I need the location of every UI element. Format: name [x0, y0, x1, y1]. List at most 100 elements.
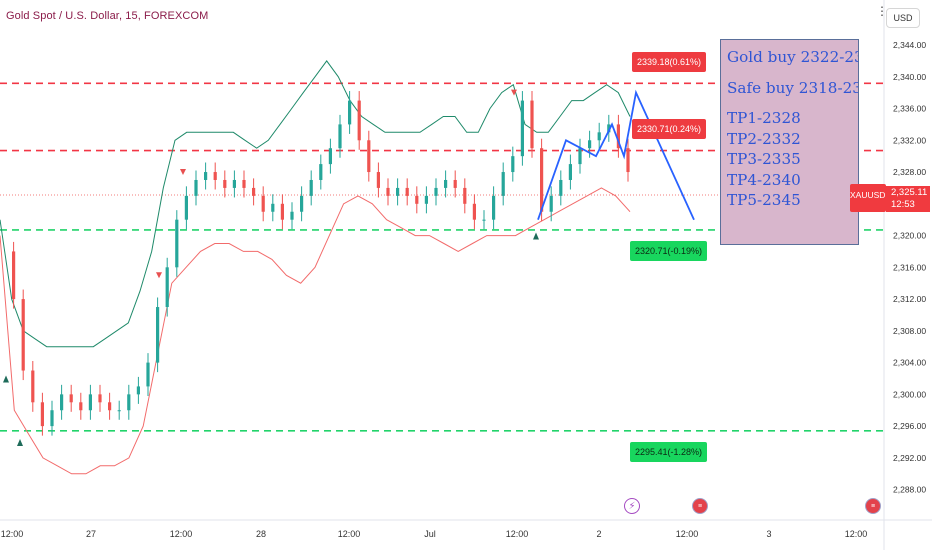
candle-body	[540, 148, 544, 212]
time-tick-label: 12:00	[845, 529, 868, 539]
current-price-label: 2,325.11 12:53	[886, 186, 930, 212]
candle-body	[252, 187, 256, 196]
candle-body	[261, 195, 265, 212]
candle-body	[50, 410, 54, 427]
candle-body	[300, 195, 304, 212]
candle-body	[79, 402, 83, 411]
level-label-3[interactable]: 2320.71(-0.19%)	[630, 241, 708, 261]
level-label-1[interactable]: 2339.18(0.61%)	[632, 52, 707, 72]
candle-body	[578, 148, 582, 165]
candle-body	[444, 179, 448, 188]
fractal-up-marker	[533, 232, 539, 240]
price-tick-label: 2,312.00	[893, 294, 926, 304]
candle-body	[472, 203, 476, 220]
candle-body	[453, 179, 457, 188]
candle-body	[204, 172, 208, 180]
symbol-price-label: XAUUSD	[850, 184, 886, 212]
us-flag-icon[interactable]: ≡	[692, 498, 708, 514]
candle-body	[520, 100, 524, 157]
candle-body	[194, 179, 198, 196]
dots-icon[interactable]: ⋮	[876, 4, 888, 18]
fractal-down-marker	[180, 169, 186, 176]
trade-note[interactable]: Gold buy 2322-2325 Safe buy 2318-2320 TP…	[720, 39, 859, 245]
upper-band-line	[0, 60, 631, 348]
candle-body	[60, 394, 64, 411]
time-tick-label: Jul	[424, 529, 436, 539]
price-tick-label: 2,296.00	[893, 421, 926, 431]
fractal-up-marker	[17, 439, 23, 446]
candle-body	[568, 164, 572, 180]
candle-body	[309, 179, 313, 196]
price-tick-label: 2,292.00	[893, 453, 926, 463]
note-line: TP3-2335	[727, 150, 801, 168]
candle-body	[405, 187, 409, 196]
note-line: TP1-2328	[727, 109, 801, 127]
level-label-4[interactable]: 2295.41(-1.28%)	[630, 442, 708, 462]
lower-band-line	[0, 187, 631, 475]
price-tick-label: 2,320.00	[893, 231, 926, 241]
price-tick-label: 2,316.00	[893, 262, 926, 272]
candle-body	[165, 267, 169, 308]
candle-body	[232, 179, 236, 188]
candle-body	[549, 195, 553, 212]
candle-body	[367, 140, 371, 173]
candle-body	[280, 203, 284, 220]
candle-body	[290, 211, 294, 220]
note-line: Gold buy 2322-2325	[727, 48, 858, 66]
candle-body	[156, 307, 160, 363]
candle-body	[271, 203, 275, 212]
candle-body	[415, 195, 419, 204]
candle-body	[607, 124, 611, 133]
candle-body	[146, 362, 150, 387]
note-line: TP2-2332	[727, 129, 801, 148]
candle-body	[175, 219, 179, 268]
forecast-path	[537, 89, 695, 221]
candle-body	[626, 148, 630, 173]
bolt-icon[interactable]: ⚡	[624, 498, 640, 514]
candle-body	[213, 172, 217, 180]
candle-body	[511, 156, 515, 173]
candle-body	[108, 402, 112, 411]
level-label-2[interactable]: 2330.71(0.24%)	[632, 119, 707, 139]
time-tick-label: 12:00	[506, 529, 529, 539]
note-line: TP4-2340	[727, 170, 801, 189]
price-tick-label: 2,344.00	[893, 40, 926, 50]
candle-body	[376, 172, 380, 188]
fractal-down-marker	[156, 272, 162, 279]
candle-body	[501, 172, 505, 196]
candle-body	[98, 394, 102, 403]
candle-body	[223, 179, 227, 188]
candle-body	[357, 100, 361, 141]
price-tick-label: 2,340.00	[893, 72, 926, 82]
candle-body	[338, 124, 342, 149]
candle-body	[117, 410, 121, 412]
fractal-down-marker	[511, 89, 517, 96]
candle-body	[396, 187, 400, 196]
candle-body	[31, 370, 35, 403]
note-line: Safe buy 2318-2320	[727, 78, 858, 97]
currency-button[interactable]: USD	[886, 8, 920, 28]
note-line: TP5-2345	[727, 191, 801, 209]
candle-body	[127, 394, 131, 411]
candle-body	[588, 140, 592, 149]
candle-body	[12, 251, 16, 300]
candle-body	[530, 100, 534, 149]
candle-body	[319, 164, 323, 180]
candle-body	[136, 386, 140, 395]
candle-body	[40, 402, 44, 427]
candle-body	[348, 100, 352, 125]
time-tick-label: 12:00	[1, 529, 24, 539]
time-tick-label: 28	[256, 529, 266, 539]
candle-body	[386, 187, 390, 196]
candle-body	[424, 195, 428, 204]
price-tick-label: 2,288.00	[893, 485, 926, 495]
price-tick-label: 2,336.00	[893, 104, 926, 114]
time-tick-label: 3	[766, 529, 771, 539]
time-tick-label: 12:00	[676, 529, 699, 539]
candle-body	[242, 179, 246, 188]
us-flag-icon[interactable]: ≡	[865, 498, 881, 514]
price-tick-label: 2,304.00	[893, 358, 926, 368]
candle-body	[463, 187, 467, 204]
price-tick-label: 2,332.00	[893, 135, 926, 145]
chart-title: Gold Spot / U.S. Dollar, 15, FOREXCOM	[6, 10, 209, 22]
